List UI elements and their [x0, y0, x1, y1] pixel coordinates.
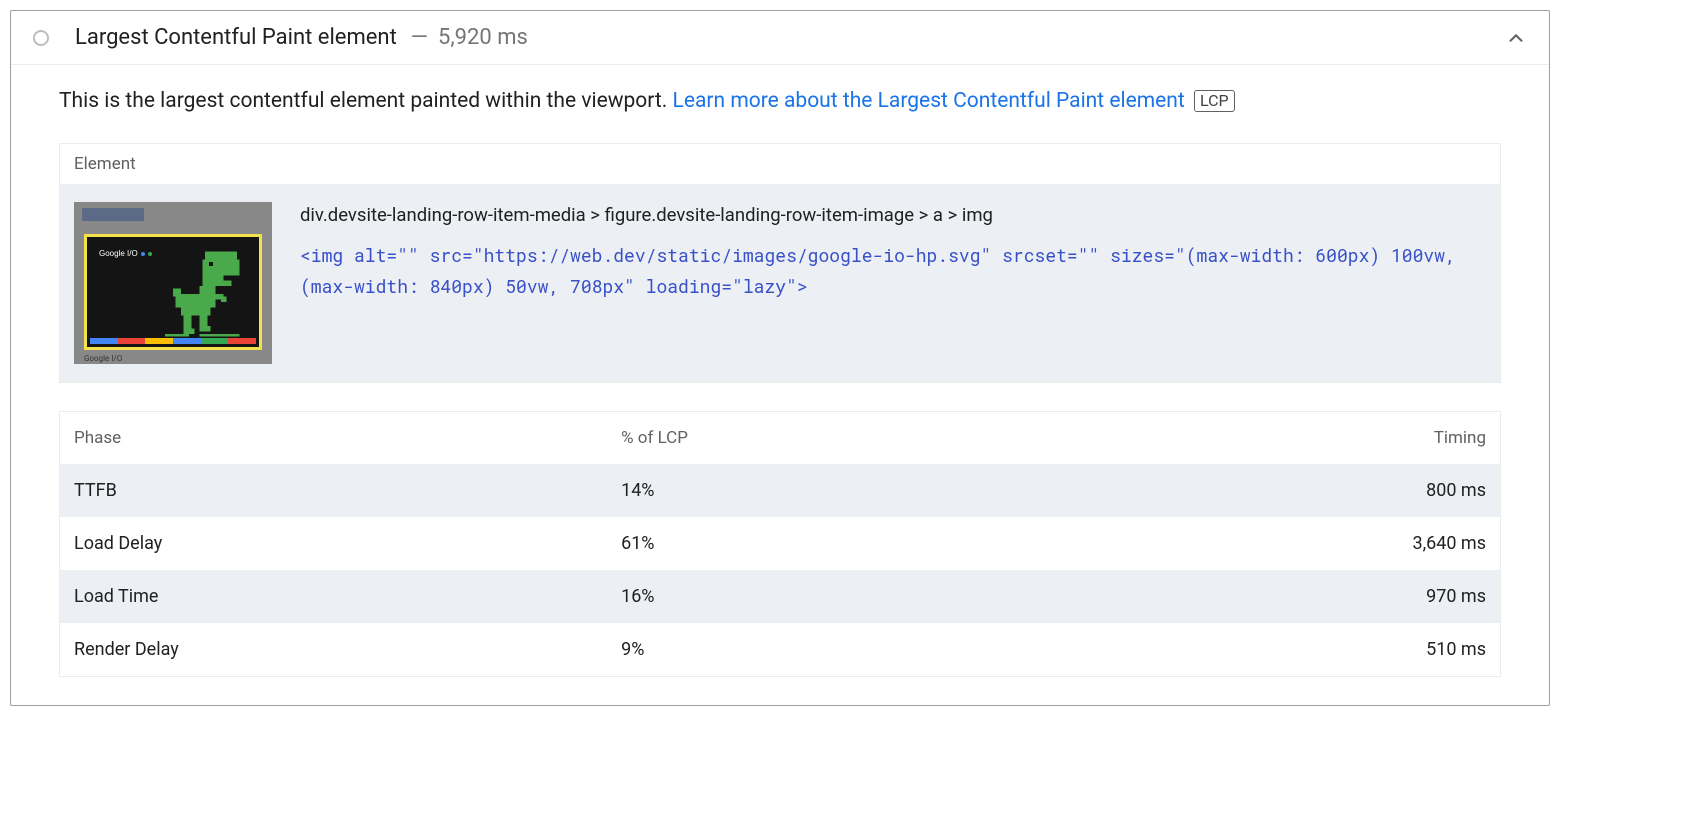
col-header-timing: Timing	[1155, 412, 1501, 465]
audit-title: Largest Contentful Paint element	[75, 25, 397, 50]
audit-description: This is the largest contentful element p…	[59, 87, 1501, 115]
element-card: Element Google I/O	[59, 143, 1501, 383]
dino-icon	[165, 251, 245, 337]
pct-cell: 14%	[607, 464, 1155, 517]
element-thumbnail: Google I/O	[74, 202, 272, 364]
audit-header[interactable]: Largest Contentful Paint element — 5,920…	[11, 11, 1549, 65]
phase-cell: Load Delay	[60, 517, 608, 570]
timing-cell: 970 ms	[1155, 570, 1501, 623]
timing-cell: 510 ms	[1155, 623, 1501, 677]
status-circle-icon	[33, 30, 49, 46]
table-row: Render Delay 9% 510 ms	[60, 623, 1501, 677]
phase-cell: TTFB	[60, 464, 608, 517]
description-text: This is the largest contentful element p…	[59, 89, 673, 113]
learn-more-link[interactable]: Learn more about the Largest Contentful …	[673, 89, 1185, 113]
element-row: Google I/O	[60, 184, 1500, 382]
timing-cell: 3,640 ms	[1155, 517, 1501, 570]
audit-panel: Largest Contentful Paint element — 5,920…	[10, 10, 1550, 706]
col-header-phase: Phase	[60, 412, 608, 465]
title-dash: —	[411, 25, 428, 50]
col-header-pct: % of LCP	[607, 412, 1155, 465]
table-row: TTFB 14% 800 ms	[60, 464, 1501, 517]
element-code-snippet: <img alt="" src="https://web.dev/static/…	[300, 240, 1486, 301]
phase-cell: Render Delay	[60, 623, 608, 677]
phase-table: Phase % of LCP Timing TTFB 14% 800 ms Lo…	[59, 411, 1501, 677]
timing-cell: 800 ms	[1155, 464, 1501, 517]
phase-cell: Load Time	[60, 570, 608, 623]
pct-cell: 61%	[607, 517, 1155, 570]
element-card-header: Element	[60, 144, 1500, 184]
element-text-block: div.devsite-landing-row-item-media > fig…	[300, 202, 1486, 301]
table-row: Load Time 16% 970 ms	[60, 570, 1501, 623]
table-row: Load Delay 61% 3,640 ms	[60, 517, 1501, 570]
thumb-logo-text: Google I/O	[99, 249, 138, 258]
thumb-caption: Google I/O	[84, 354, 122, 363]
audit-total-timing: 5,920 ms	[438, 25, 528, 50]
pct-cell: 9%	[607, 623, 1155, 677]
thumb-logo: Google I/O	[99, 249, 152, 258]
phase-table-header-row: Phase % of LCP Timing	[60, 412, 1501, 465]
lcp-badge: LCP	[1194, 90, 1235, 112]
element-selector-path: div.devsite-landing-row-item-media > fig…	[300, 202, 1486, 230]
pct-cell: 16%	[607, 570, 1155, 623]
chevron-up-icon[interactable]	[1505, 27, 1527, 49]
audit-body: This is the largest contentful element p…	[11, 65, 1549, 705]
